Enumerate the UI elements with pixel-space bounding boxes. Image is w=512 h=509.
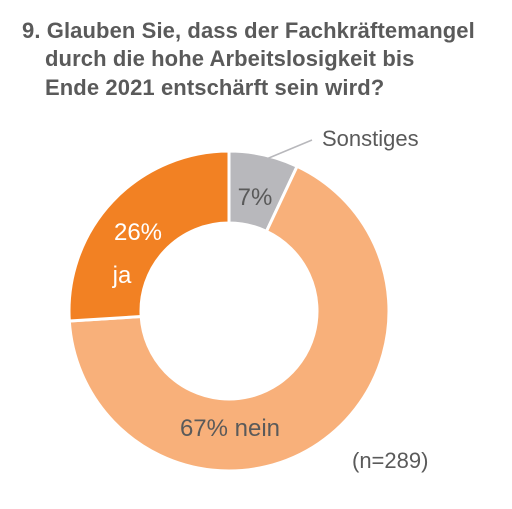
slice-ja <box>67 149 231 323</box>
sonstiges-leader-line <box>263 139 313 161</box>
chart-title-line-2: durch die hohe Arbeitslosigkeit bis <box>45 46 415 71</box>
chart-title-line-3: Ende 2021 entschärft sein wird? <box>45 75 385 100</box>
chart-title-line-1: 9. Glauben Sie, dass der Fachkräftemange… <box>22 18 475 43</box>
slice-nein <box>67 164 391 473</box>
data-label-ja-value: 26% <box>114 219 162 246</box>
data-label-ja: ja <box>112 262 132 289</box>
labels-layer: 7% 67% nein 26% ja <box>112 184 280 442</box>
sample-size-note: (n=289) <box>352 448 428 473</box>
data-label-nein: 67% nein <box>180 415 280 442</box>
data-label-sonstiges: 7% <box>238 184 273 211</box>
slices-layer <box>67 149 391 473</box>
sonstiges-label: Sonstiges <box>322 126 419 151</box>
